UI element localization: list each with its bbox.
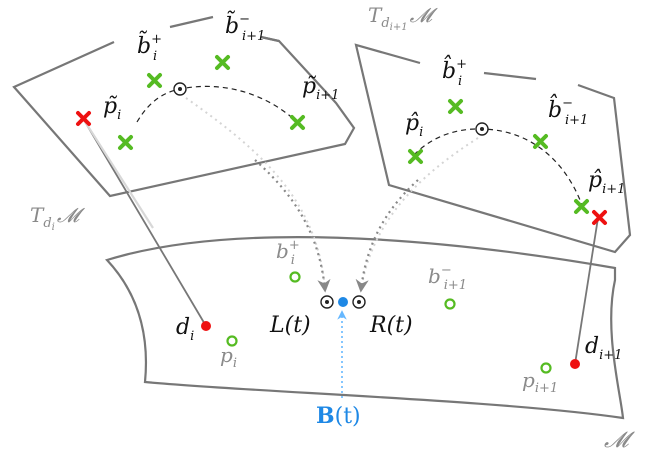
circle-p-i1 — [540, 362, 552, 374]
curve-left-dashed — [136, 85, 298, 123]
tangent-plane-right-top — [483, 71, 537, 81]
data-points-red-cross — [76, 111, 607, 225]
tangent-plane-right — [354, 43, 632, 254]
control-points-green — [118, 55, 589, 214]
label-p-hat-i1: p̂i+1 — [588, 168, 625, 197]
curve-right-dashed — [413, 128, 583, 206]
point-d-i — [201, 321, 211, 331]
projection-line-di — [83, 119, 207, 327]
arrow-left-to-L-dark — [254, 159, 331, 293]
label-B: B(t) — [316, 403, 361, 429]
label-b-plus: b+ i — [276, 238, 300, 268]
label-b-minus: b− i+1 — [428, 263, 467, 293]
label-p-tilde-i1: p̃i+1 — [302, 74, 339, 103]
label-b-hat-plus: b̂+ i — [442, 55, 467, 89]
projection-line-di-light — [83, 119, 154, 229]
cross-p-tilde-i — [118, 135, 133, 150]
label-tangent-right: Tdi+1𝓜 — [368, 3, 439, 33]
label-manifold: 𝓜 — [604, 428, 635, 451]
circle-b-minus — [444, 298, 456, 310]
odot-R — [352, 295, 366, 309]
label-p-hat-i: p̂i — [405, 111, 423, 140]
cross-b-tilde-plus — [147, 73, 162, 88]
label-L: L(t) — [269, 313, 311, 338]
label-p-i1: pi+1 — [522, 368, 558, 396]
red-cross-right — [592, 210, 607, 225]
cross-p-hat-i — [408, 149, 423, 164]
label-tangent-left: Tdi𝓜 — [30, 203, 86, 233]
cross-p-tilde-i1 — [290, 115, 305, 130]
point-B — [338, 297, 348, 307]
circle-p-i — [226, 335, 238, 347]
arrow-right-to-R — [360, 137, 479, 291]
red-cross-left — [76, 111, 91, 126]
point-d-i1 — [570, 359, 580, 369]
label-p-tilde-i: p̃i — [103, 94, 121, 123]
label-R: R(t) — [369, 313, 413, 338]
cross-p-hat-i1 — [574, 199, 589, 214]
projection-line-di1 — [574, 217, 599, 365]
tangent-plane-left-top-b — [260, 35, 280, 43]
label-b-hat-minus: b̂− i+1 — [548, 94, 588, 128]
odot-left-center — [173, 82, 187, 96]
cross-b-tilde-minus — [215, 55, 230, 70]
label-d-i: di — [176, 315, 194, 344]
label-d-i1: di+1 — [585, 334, 622, 363]
cross-b-hat-minus — [533, 134, 548, 149]
tangent-plane-left-top-a — [169, 15, 214, 29]
arrow-right-to-R-dark — [355, 179, 419, 293]
manifold-outline — [104, 236, 625, 420]
circle-b-plus — [289, 271, 301, 283]
label-p-i: pi — [220, 343, 237, 371]
tangent-plane-left — [12, 35, 356, 198]
odot-L — [320, 295, 334, 309]
odot-right-center — [475, 122, 489, 136]
label-b-tilde-plus: b̃+ i — [137, 29, 162, 64]
label-b-tilde-minus: b̃− i+1 — [225, 9, 265, 44]
cross-b-hat-plus — [448, 99, 463, 114]
